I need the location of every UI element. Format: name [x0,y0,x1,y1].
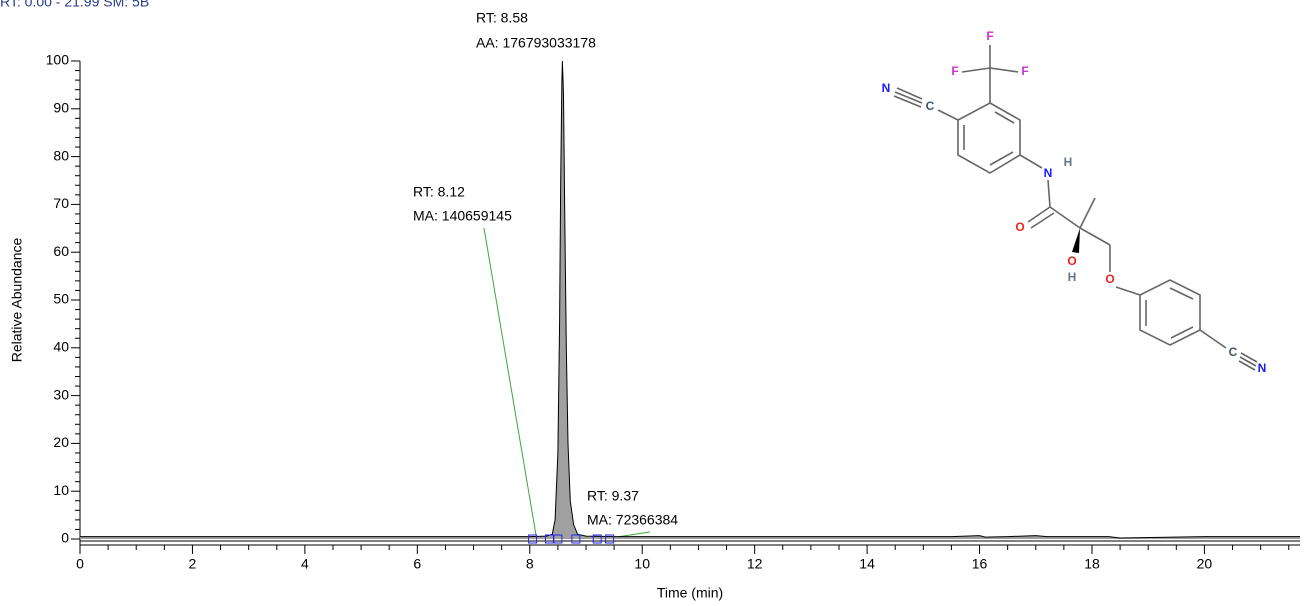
boundary-marker [592,534,602,544]
y-tick-label: 20 [53,434,69,450]
y-tick-label: 0 [61,530,69,546]
y-tick-label: 80 [53,147,69,163]
atom-label: N [882,81,891,95]
y-tick-label: 50 [53,291,69,307]
atom-label: O [1015,220,1024,234]
x-tick-label: 8 [526,556,534,572]
y-axis-label: Relative Abundance [9,238,25,363]
boundary-marker [528,534,538,544]
y-tick-label: 10 [53,482,69,498]
x-tick-label: 14 [859,556,875,572]
annotation: MA: 140659145 [413,208,512,224]
structure: F F F N C N H O O H O C N [882,29,1267,375]
atom-label: C [926,99,935,113]
y-tick-label: 100 [46,52,70,68]
x-tick-label: 16 [972,556,988,572]
x-tick-label: 6 [413,556,421,572]
x-tick-label: 12 [747,556,763,572]
annotation: AA: 176793033178 [476,35,596,51]
atom-label: H [1064,155,1073,169]
x-axis-label: Time (min) [657,585,723,601]
y-tick-label: 30 [53,386,69,402]
trace [80,60,1300,539]
atom-label: O [1067,254,1076,268]
annotation: RT: 8.12 [413,184,465,200]
boundary-marker [605,534,615,544]
atom-label: F [1021,64,1028,78]
annotation: RT: 8.58 [476,10,528,26]
x-tick-label: 2 [189,556,197,572]
annotation: MA: 72366384 [587,512,678,528]
x-tick-label: 20 [1197,556,1213,572]
x-tick-label: 4 [301,556,309,572]
y-tick-label: 60 [53,243,69,259]
leader-line [483,227,537,536]
atom-label: N [1044,166,1053,180]
header: RT: 0.00 - 21.99 SM: 5B [0,0,149,10]
atom-label: H [1068,270,1077,284]
annotation: RT: 9.37 [587,488,639,504]
atom-label: C [1229,345,1238,359]
x-tick-label: 18 [1084,556,1100,572]
y-tick-label: 40 [53,339,69,355]
peak-area [80,61,1300,539]
atom-label: O [1105,272,1114,286]
y-tick-label: 90 [53,100,69,116]
x-tick-label: 10 [634,556,650,572]
atom-label: F [951,64,958,78]
x-tick-label: 0 [76,556,84,572]
boundary-marker [571,534,581,544]
boundary-marker [553,534,563,544]
y-tick-label: 70 [53,195,69,211]
atom-label: F [986,29,993,43]
atom-label: N [1258,361,1267,375]
